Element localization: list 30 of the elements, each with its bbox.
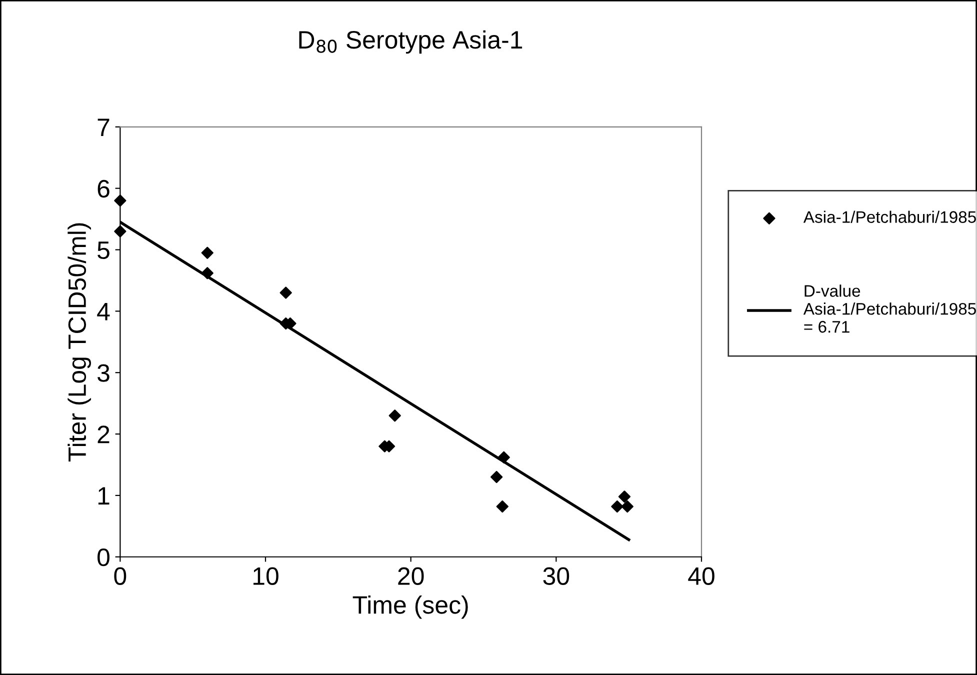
legend-label: D-value Asia-1/Petchaburi/1985 = 6.71 bbox=[803, 284, 976, 333]
point bbox=[611, 500, 624, 513]
y-tick-label: 0 bbox=[98, 548, 110, 566]
point bbox=[490, 470, 503, 484]
point bbox=[201, 267, 214, 280]
point bbox=[496, 500, 508, 513]
y-tick-label: 5 bbox=[98, 242, 110, 260]
point bbox=[498, 451, 510, 464]
x-tick-label: 20 bbox=[398, 567, 424, 585]
x-axis-title: Time (sec) bbox=[352, 595, 468, 619]
y-tick-label: 1 bbox=[98, 487, 110, 505]
point bbox=[114, 225, 126, 238]
y-tick-label: 3 bbox=[98, 364, 110, 382]
x-tick-label: 10 bbox=[254, 567, 278, 585]
point bbox=[280, 286, 292, 299]
y-tick-label: 2 bbox=[98, 426, 110, 444]
point bbox=[388, 410, 401, 422]
point bbox=[621, 500, 634, 513]
y-tick-label: 6 bbox=[98, 180, 110, 198]
x-tick-label: 0 bbox=[114, 567, 126, 585]
legend-label: Asia-1/Petchaburi/1985 bbox=[803, 210, 976, 223]
y-tick-label: 4 bbox=[97, 303, 110, 320]
x-tick-label: 30 bbox=[543, 567, 570, 585]
x-tick-label: 40 bbox=[688, 567, 714, 585]
point bbox=[201, 246, 214, 259]
point bbox=[618, 490, 631, 503]
point bbox=[114, 194, 126, 207]
y-tick-label: 7 bbox=[98, 118, 110, 136]
y-axis-title: Titer (Log TCID50/ml) bbox=[68, 223, 91, 462]
chart-title: D$_{80}$ Serotype Asia-1 bbox=[299, 30, 522, 54]
